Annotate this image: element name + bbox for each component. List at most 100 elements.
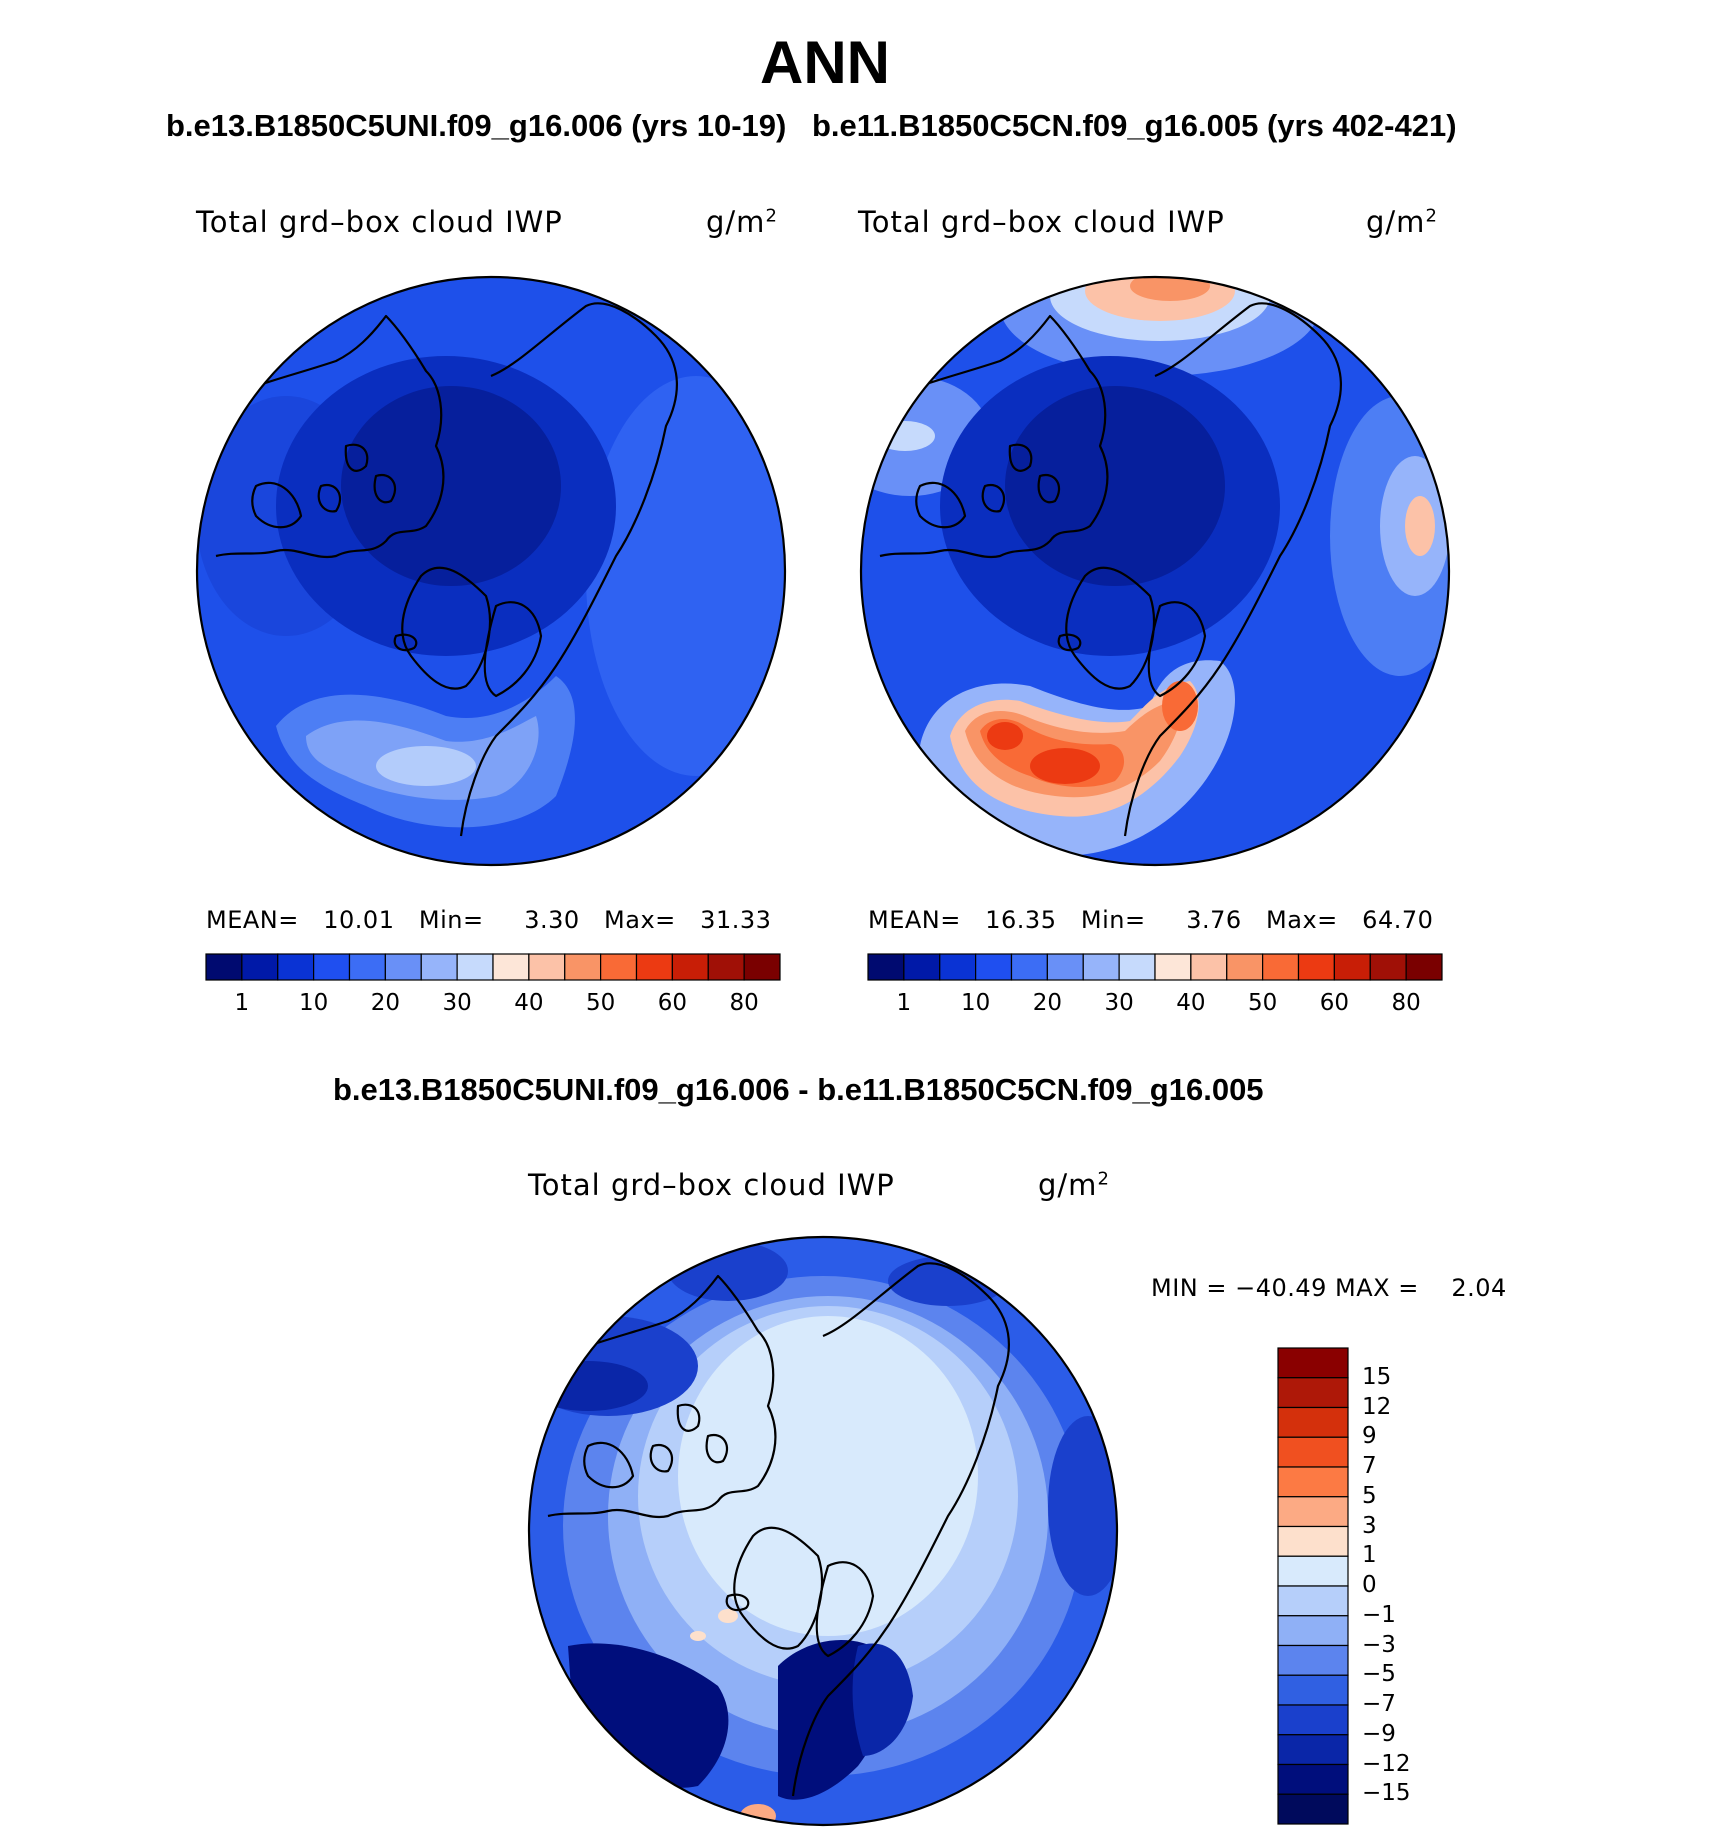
- colorbar-swatch: [348, 953, 386, 981]
- colorbar-swatch: [939, 953, 977, 981]
- colorbar-tick-label: 10: [298, 990, 329, 1016]
- colorbar-swatch: [492, 953, 530, 981]
- colorbar-tick-label: 1: [1362, 1542, 1377, 1569]
- colorbar-swatch: [1190, 953, 1228, 981]
- colorbar-tick-label: −1: [1362, 1601, 1396, 1628]
- colorbar-swatch: [707, 953, 745, 981]
- left-coastline-hudson: [251, 481, 303, 529]
- difference-polar-map: [527, 1235, 1119, 1827]
- colorbar-swatch: [1333, 953, 1371, 981]
- colorbar-tick-label: 20: [1032, 990, 1063, 1016]
- colorbar-swatch: [1405, 953, 1443, 981]
- difference-coastline-iceland: [725, 1593, 750, 1612]
- colorbar-tick-label: −7: [1362, 1691, 1396, 1717]
- colorbar-swatch: [1046, 953, 1084, 981]
- colorbar-tick-label: 0: [1362, 1572, 1377, 1598]
- colorbar-swatch: [456, 953, 494, 981]
- right-coastline-hudson: [915, 481, 967, 529]
- left-colorbar: [205, 953, 781, 981]
- colorbar-tick-label: 60: [1319, 990, 1350, 1016]
- difference-title: b.e13.B1850C5UNI.f09_g16.006 - b.e11.B18…: [333, 1072, 1264, 1107]
- left-coastline-archipelago: [317, 443, 397, 513]
- colorbar-swatch: [671, 953, 709, 981]
- colorbar-swatch: [600, 953, 638, 981]
- difference-coastline-eurasia: [791, 1262, 1010, 1797]
- colorbar-tick-label: 50: [1247, 990, 1278, 1016]
- colorbar-swatch: [975, 953, 1013, 981]
- colorbar-swatch: [1262, 953, 1300, 981]
- difference-colorbar: [1277, 1347, 1349, 1825]
- right-variable-label: Total grd–box cloud IWP: [858, 205, 1225, 239]
- main-title: ANN: [760, 29, 890, 96]
- colorbar-tick-label: 5: [1362, 1482, 1377, 1509]
- colorbar-tick-label: 50: [585, 990, 616, 1016]
- colorbar-swatch: [384, 953, 422, 981]
- colorbar-swatch: [867, 953, 905, 981]
- left-case-title: b.e13.B1850C5UNI.f09_g16.006 (yrs 10-19): [166, 108, 787, 143]
- colorbar-swatch: [1277, 1644, 1349, 1676]
- colorbar-tick-label: 60: [657, 990, 688, 1016]
- right-case-title: b.e11.B1850C5CN.f09_g16.005 (yrs 402-421…: [812, 108, 1457, 143]
- colorbar-swatch: [564, 953, 602, 981]
- left-coastline-iceland: [393, 633, 418, 652]
- colorbar-swatch: [1277, 1466, 1349, 1498]
- colorbar-tick-label: 80: [729, 990, 759, 1016]
- colorbar-swatch: [1277, 1347, 1349, 1379]
- colorbar-swatch: [205, 953, 243, 981]
- difference-coastline-north-america: [547, 1274, 777, 1519]
- colorbar-swatch: [1277, 1763, 1349, 1795]
- colorbar-swatch: [1277, 1436, 1349, 1468]
- colorbar-swatch: [903, 953, 941, 981]
- colorbar-swatch: [1297, 953, 1335, 981]
- left-units-label: g/m2: [706, 205, 778, 239]
- colorbar-tick-label: 1: [234, 990, 250, 1016]
- right-coastline-iceland: [1057, 633, 1082, 652]
- colorbar-swatch: [1277, 1615, 1349, 1647]
- colorbar-tick-label: 12: [1362, 1393, 1392, 1420]
- right-coastline-scandinavia: [1147, 601, 1207, 698]
- difference-coastline-hudson: [583, 1441, 635, 1489]
- difference-variable-label: Total grd–box cloud IWP: [528, 1168, 895, 1202]
- colorbar-tick-label: 30: [442, 990, 472, 1016]
- colorbar-tick-label: 30: [1104, 990, 1134, 1016]
- colorbar-tick-label: −5: [1362, 1661, 1396, 1688]
- colorbar-swatch: [1226, 953, 1264, 981]
- colorbar-swatch: [1277, 1674, 1349, 1706]
- left-coastline-scandinavia: [483, 601, 543, 698]
- right-polar-map: [859, 275, 1451, 867]
- colorbar-swatch: [1277, 1555, 1349, 1587]
- colorbar-swatch: [241, 953, 279, 981]
- right-units-label: g/m2: [1366, 205, 1438, 239]
- colorbar-tick-label: 7: [1362, 1453, 1377, 1479]
- difference-minmax: MIN = −40.49 MAX = 2.04: [1151, 1274, 1507, 1302]
- colorbar-swatch: [528, 953, 566, 981]
- colorbar-swatch: [1277, 1377, 1349, 1409]
- colorbar-tick-label: 1: [896, 990, 912, 1016]
- colorbar-swatch: [743, 953, 781, 981]
- right-coastline-eurasia: [1123, 302, 1342, 837]
- colorbar-swatch: [1277, 1496, 1349, 1528]
- colorbar-tick-label: 10: [960, 990, 991, 1016]
- difference-coastline-scandinavia: [815, 1561, 875, 1658]
- colorbar-swatch: [635, 953, 673, 981]
- left-polar-map: [195, 275, 787, 867]
- colorbar-tick-label: −3: [1362, 1631, 1396, 1658]
- right-stats-line: MEAN= 16.35 Min= 3.76 Max= 64.70: [868, 906, 1434, 934]
- difference-coastline-archipelago: [649, 1403, 729, 1473]
- colorbar-swatch: [420, 953, 458, 981]
- left-variable-label: Total grd–box cloud IWP: [196, 205, 563, 239]
- colorbar-tick-label: 20: [370, 990, 401, 1016]
- colorbar-swatch: [1277, 1793, 1349, 1825]
- colorbar-tick-label: 80: [1391, 990, 1421, 1016]
- colorbar-swatch: [1082, 953, 1120, 981]
- colorbar-tick-label: −9: [1362, 1720, 1396, 1747]
- right-coastline-north-america: [879, 314, 1109, 559]
- difference-units-label: g/m2: [1038, 1168, 1110, 1202]
- colorbar-swatch: [1277, 1525, 1349, 1557]
- colorbar-tick-label: 9: [1362, 1423, 1377, 1450]
- colorbar-swatch: [277, 953, 315, 981]
- colorbar-swatch: [1369, 953, 1407, 981]
- colorbar-tick-label: 15: [1362, 1363, 1392, 1390]
- left-coastline-eurasia: [459, 302, 678, 837]
- colorbar-tick-label: −15: [1362, 1780, 1411, 1807]
